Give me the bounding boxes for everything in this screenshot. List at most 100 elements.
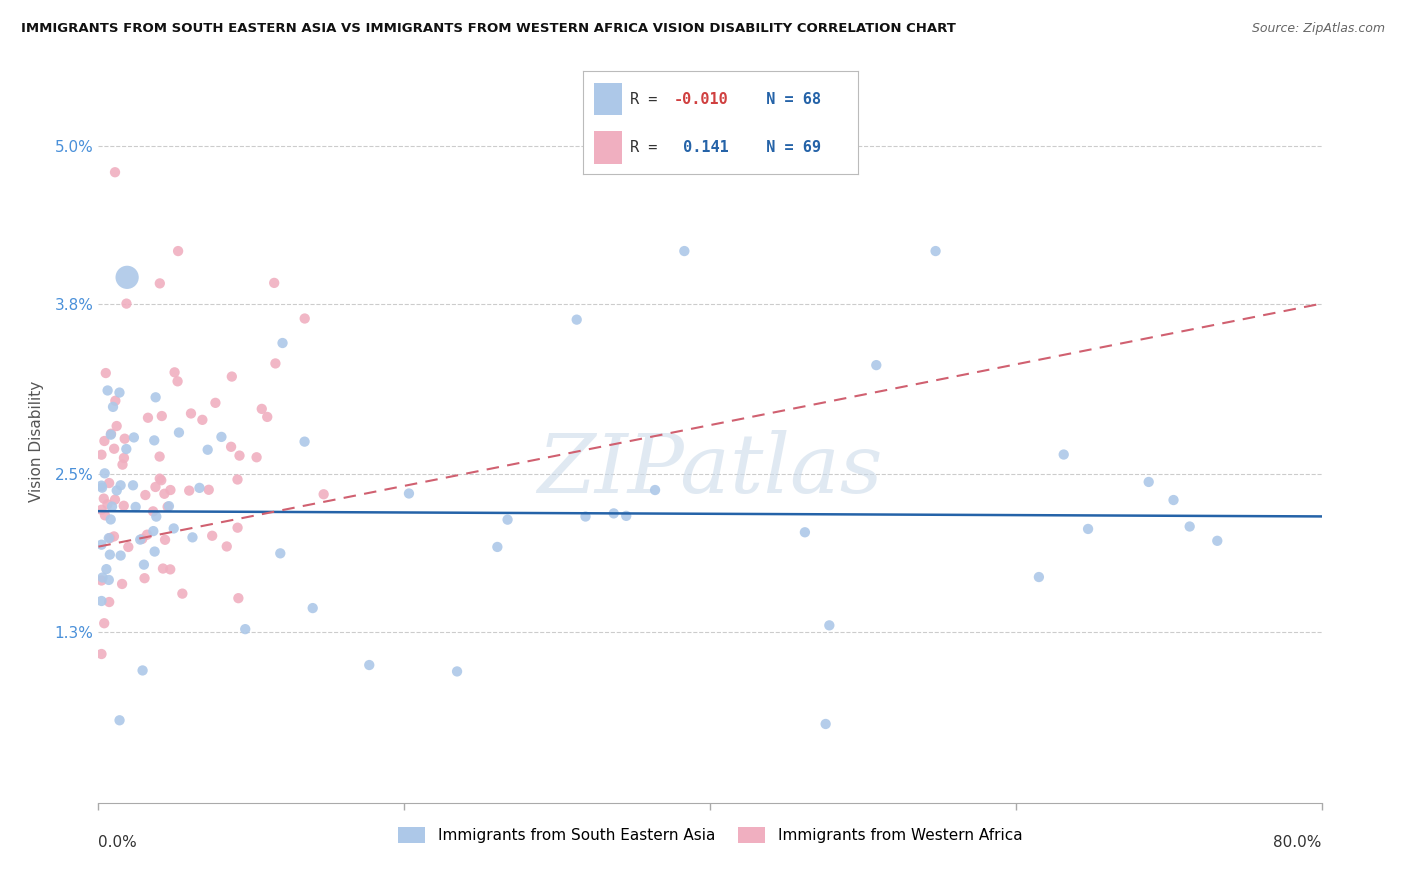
Point [603,507,626,521]
Point [201,529,224,543]
Point [818,618,841,632]
Point [115,296,138,310]
Point [250,401,273,416]
Point [264,356,287,370]
Point [149,277,172,291]
Point [446,665,468,679]
Point [117,540,139,554]
Point [143,434,166,448]
Point [197,483,219,497]
Point [97,531,120,545]
Point [163,521,186,535]
Point [1053,448,1076,462]
Text: R =: R = [630,140,666,155]
Text: IMMIGRANTS FROM SOUTH EASTERN ASIA VS IMMIGRANTS FROM WESTERN AFRICA VISION DISA: IMMIGRANTS FROM SOUTH EASTERN ASIA VS IM… [21,22,956,36]
Point [112,450,135,465]
Point [1028,570,1050,584]
Point [122,478,145,492]
Point [103,442,125,456]
Point [159,562,181,576]
Point [1137,475,1160,489]
Point [93,434,115,448]
Point [100,426,122,441]
Point [256,409,278,424]
Point [90,538,112,552]
Point [221,369,243,384]
Point [226,521,249,535]
Point [233,622,256,636]
Point [129,533,152,547]
Point [157,499,180,513]
Point [398,486,420,500]
Point [110,549,132,563]
Point [90,647,112,661]
Point [132,558,155,572]
Point [924,244,946,258]
Point [294,311,316,326]
Point [111,577,134,591]
Point [153,487,176,501]
Point [114,432,136,446]
Point [108,713,131,727]
Point [153,533,176,547]
Point [104,165,127,179]
Point [103,529,125,543]
Y-axis label: Vision Disability: Vision Disability [28,381,44,502]
Point [191,413,214,427]
Point [245,450,267,465]
Point [156,500,179,514]
Point [167,244,190,258]
Point [149,450,172,464]
Point [96,562,118,576]
Text: 80.0%: 80.0% [1274,835,1322,850]
Point [100,427,122,442]
Point [115,442,138,456]
Point [94,508,117,523]
Point [865,358,887,372]
Point [104,393,127,408]
Point [91,481,114,495]
Point [98,548,121,562]
Point [96,497,118,511]
Point [93,616,115,631]
Text: N = 68: N = 68 [748,92,821,106]
Point [105,483,128,498]
Point [104,492,127,507]
Point [90,574,112,588]
Point [159,483,181,497]
Point [228,449,250,463]
Point [111,458,134,472]
Point [1178,519,1201,533]
Point [134,571,156,585]
Point [90,448,112,462]
Point [219,440,242,454]
Point [108,385,131,400]
Point [644,483,666,497]
Point [486,540,509,554]
Point [90,594,112,608]
Point [143,544,166,558]
Point [172,587,194,601]
Point [167,425,190,440]
Point [152,561,174,575]
Point [271,336,294,351]
Point [131,664,153,678]
Point [181,530,204,544]
Point [312,487,335,501]
Point [1077,522,1099,536]
Point [91,570,114,584]
Point [145,390,167,404]
Point [101,400,124,414]
Point [215,540,238,554]
Point [97,384,120,398]
Point [179,483,201,498]
Point [90,478,112,492]
Point [142,504,165,518]
FancyBboxPatch shape [595,83,621,115]
Point [226,473,249,487]
Point [100,512,122,526]
Point [565,312,588,326]
Point [149,472,172,486]
Point [93,491,115,506]
Point [131,532,153,546]
